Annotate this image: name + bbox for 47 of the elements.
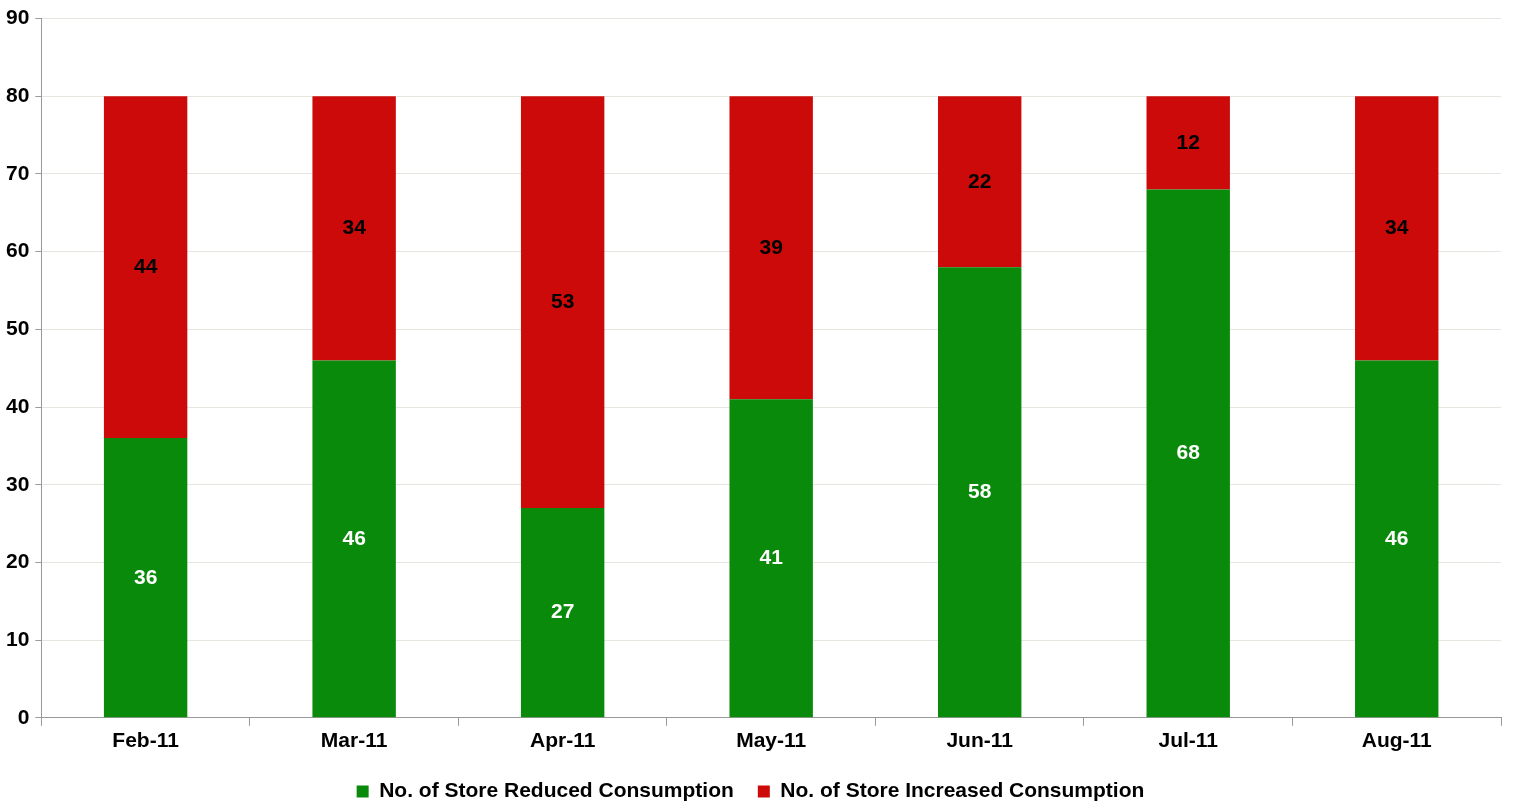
data-label: 12 bbox=[1176, 129, 1200, 153]
bar bbox=[103, 96, 188, 439]
bar bbox=[729, 96, 813, 400]
y-tick-label: 80 bbox=[6, 83, 30, 107]
bar bbox=[1146, 189, 1230, 718]
x-tick-label: May-11 bbox=[736, 728, 807, 752]
data-label: 68 bbox=[1176, 440, 1201, 464]
y-tick-label: 10 bbox=[6, 626, 30, 650]
data-label: 39 bbox=[759, 234, 783, 258]
bar bbox=[1146, 96, 1230, 190]
y-tick-label: 20 bbox=[6, 549, 30, 573]
y-tick-label: 0 bbox=[17, 704, 30, 728]
data-label: 53 bbox=[550, 288, 575, 312]
data-label: 58 bbox=[968, 479, 992, 503]
data-label: 46 bbox=[1385, 525, 1409, 549]
y-tick-label: 30 bbox=[6, 471, 30, 495]
x-tick-label: Aug-11 bbox=[1361, 728, 1433, 752]
y-tick-label: 70 bbox=[6, 160, 30, 184]
bar bbox=[103, 438, 188, 718]
x-tick-label: Jul-11 bbox=[1158, 728, 1219, 752]
y-tick-label: 90 bbox=[6, 5, 30, 29]
y-tick-label: 60 bbox=[6, 238, 30, 262]
x-tick-label: Feb-11 bbox=[112, 728, 180, 752]
bar bbox=[1355, 96, 1439, 361]
data-label: 41 bbox=[759, 545, 784, 569]
bar bbox=[312, 96, 396, 361]
bar bbox=[520, 96, 605, 509]
y-tick-label: 50 bbox=[6, 316, 30, 340]
data-label: 44 bbox=[133, 254, 158, 277]
x-tick-label: Mar-11 bbox=[320, 728, 388, 752]
y-tick-label: 40 bbox=[6, 393, 30, 417]
x-tick-label: Jun-11 bbox=[946, 728, 1014, 752]
bar bbox=[520, 508, 605, 718]
data-label: 27 bbox=[550, 599, 575, 623]
bar bbox=[938, 267, 1022, 718]
x-tick-label: Apr-11 bbox=[529, 728, 596, 752]
data-label: 34 bbox=[1385, 215, 1409, 239]
bar bbox=[729, 399, 813, 718]
legend-label: No. of Store Increased Consumption bbox=[780, 778, 1145, 802]
bar bbox=[312, 360, 396, 718]
data-label: 46 bbox=[342, 525, 366, 549]
bar bbox=[1355, 360, 1439, 718]
data-label: 34 bbox=[342, 215, 367, 239]
bar bbox=[938, 96, 1022, 268]
legend-label: No. of Store Reduced Consumption bbox=[379, 778, 734, 802]
data-label: 22 bbox=[968, 168, 992, 192]
data-label: 36 bbox=[133, 564, 158, 588]
